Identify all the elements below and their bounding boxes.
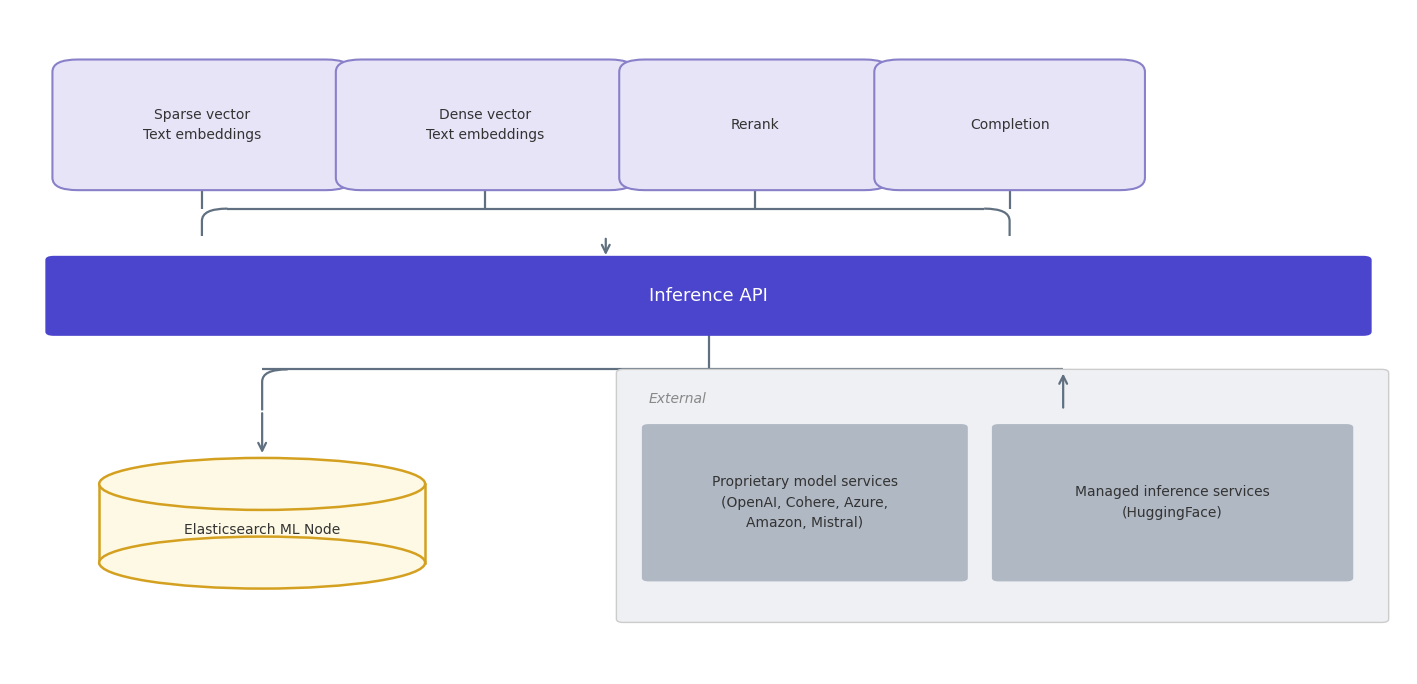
Text: External: External: [649, 392, 707, 406]
Ellipse shape: [99, 458, 425, 510]
Text: Dense vector
Text embeddings: Dense vector Text embeddings: [427, 108, 544, 142]
FancyBboxPatch shape: [45, 256, 1372, 336]
FancyBboxPatch shape: [619, 60, 890, 190]
FancyBboxPatch shape: [992, 424, 1353, 581]
FancyBboxPatch shape: [52, 60, 351, 190]
Text: Rerank: Rerank: [730, 118, 779, 132]
Text: Managed inference services
(HuggingFace): Managed inference services (HuggingFace): [1076, 486, 1270, 520]
Text: Proprietary model services
(OpenAI, Cohere, Azure,
Amazon, Mistral): Proprietary model services (OpenAI, Cohe…: [711, 475, 898, 530]
FancyBboxPatch shape: [616, 369, 1389, 622]
FancyBboxPatch shape: [642, 424, 968, 581]
Ellipse shape: [99, 536, 425, 588]
Text: Sparse vector
Text embeddings: Sparse vector Text embeddings: [143, 108, 261, 142]
FancyBboxPatch shape: [336, 60, 635, 190]
FancyBboxPatch shape: [99, 484, 425, 562]
Text: Inference API: Inference API: [649, 287, 768, 305]
Text: Elasticsearch ML Node: Elasticsearch ML Node: [184, 523, 340, 537]
FancyBboxPatch shape: [874, 60, 1145, 190]
Text: Completion: Completion: [969, 118, 1050, 132]
